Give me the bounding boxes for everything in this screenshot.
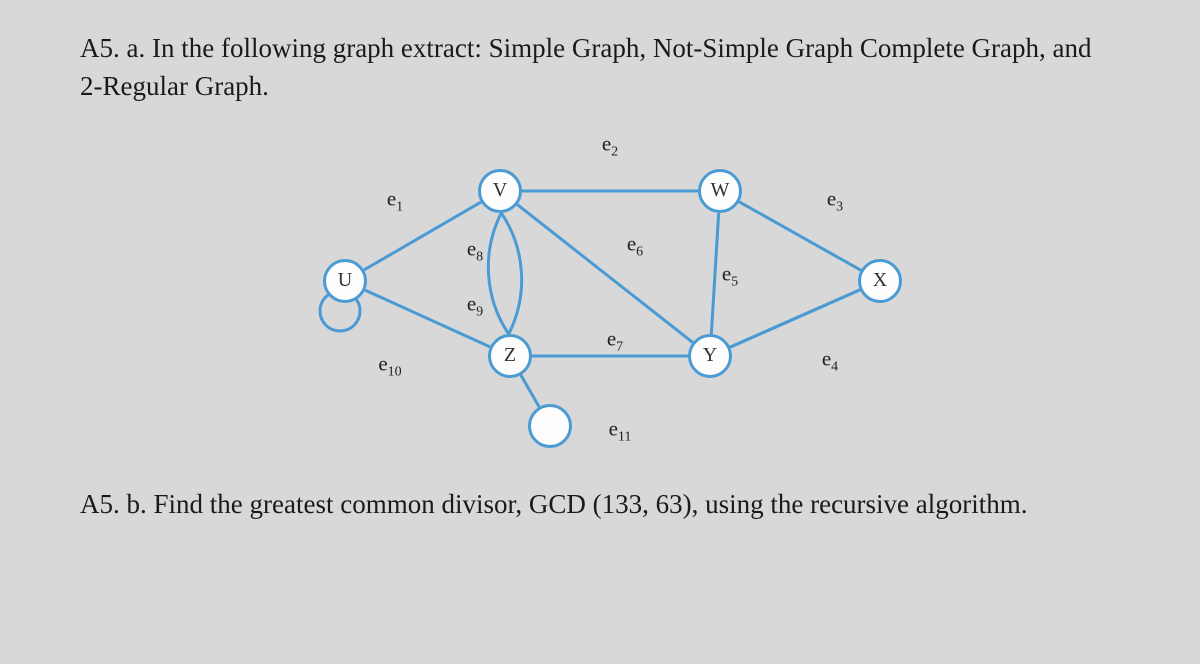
edge-e6 — [517, 204, 692, 342]
edge-label-e3: e3 — [827, 186, 843, 215]
edge-e1 — [364, 202, 481, 270]
edge — [730, 289, 860, 346]
node-x: X — [858, 259, 902, 303]
question-b-label: A5. b. — [80, 489, 147, 519]
node-v: V — [478, 169, 522, 213]
node-w: W — [698, 169, 742, 213]
node-u: U — [323, 259, 367, 303]
edge-label-e6: e6 — [627, 231, 643, 260]
edge-e5 — [711, 213, 718, 334]
edge-label-e10: e10 — [378, 351, 401, 380]
question-b-text: Find the greatest common divisor, GCD (1… — [154, 489, 1028, 519]
edge-label-e7: e7 — [607, 326, 623, 355]
edge-e8 — [488, 213, 508, 334]
edge-e9 — [501, 213, 521, 334]
node-y: Y — [688, 334, 732, 378]
edge-label-e11: e11 — [609, 416, 632, 445]
edge-label-e9: e9 — [467, 291, 483, 320]
edge-label-e4: e4 — [822, 346, 838, 375]
question-a: A5. a. In the following graph extract: S… — [80, 30, 1120, 106]
graph-edges-svg — [290, 131, 910, 461]
question-b: A5. b. Find the greatest common divisor,… — [80, 486, 1120, 524]
question-a-text: In the following graph extract: Simple G… — [80, 33, 1092, 101]
edge-e11 — [521, 375, 539, 407]
page: A5. a. In the following graph extract: S… — [0, 0, 1200, 664]
node-anon — [528, 404, 572, 448]
node-z: Z — [488, 334, 532, 378]
question-a-label: A5. a. — [80, 33, 145, 63]
edge-label-e2: e2 — [602, 131, 618, 160]
edge-label-e8: e8 — [467, 236, 483, 265]
edge-label-e1: e1 — [387, 186, 403, 215]
graph-figure: U V W X Y Z e1 e2 e3 e4 e5 e6 e7 e8 e9 e10 e11 — [290, 131, 910, 461]
edge-label-e5: e5 — [722, 261, 738, 290]
